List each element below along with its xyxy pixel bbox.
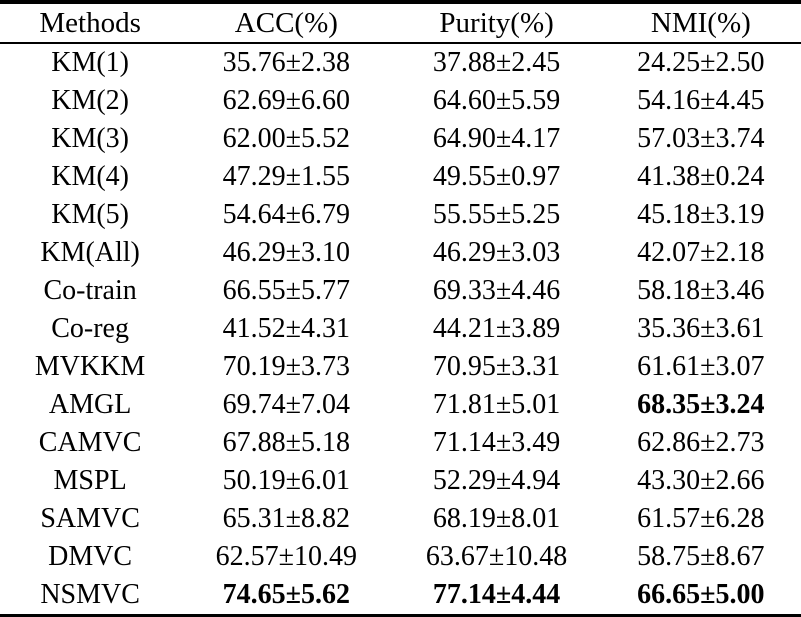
table-row: KM(2) 62.69±6.60 64.60±5.59 54.16±4.45 (0, 82, 801, 120)
nmi-cell: 66.65±5.00 (637, 579, 765, 610)
nmi-cell: 68.35±3.24 (637, 389, 765, 420)
acc-cell: 50.19±6.01 (222, 465, 351, 496)
nmi-cell: 42.07±2.18 (637, 237, 765, 268)
table-body: KM(1) 35.76±2.38 37.88±2.45 24.25±2.50 K… (0, 43, 801, 616)
method-cell: KM(5) (51, 199, 129, 230)
table-row: KM(3) 62.00±5.52 64.90±4.17 57.03±3.74 (0, 120, 801, 158)
header-row: Methods ACC(%) Purity(%) NMI(%) (0, 2, 801, 43)
nmi-cell: 61.61±3.07 (637, 351, 765, 382)
acc-cell: 54.64±6.79 (222, 199, 351, 230)
table-row: Co-reg 41.52±4.31 44.21±3.89 35.36±3.61 (0, 310, 801, 348)
table-row: AMGL 69.74±7.04 71.81±5.01 68.35±3.24 (0, 386, 801, 424)
purity-cell: 52.29±4.94 (432, 465, 561, 496)
acc-cell: 74.65±5.62 (222, 579, 351, 610)
purity-cell: 64.90±4.17 (432, 123, 561, 154)
col-header-acc: ACC(%) (234, 6, 338, 39)
method-cell: MVKKM (34, 351, 146, 382)
table-row: KM(All) 46.29±3.10 46.29±3.03 42.07±2.18 (0, 234, 801, 272)
nmi-cell: 54.16±4.45 (637, 85, 765, 116)
purity-cell: 70.95±3.31 (432, 351, 561, 382)
purity-cell: 71.81±5.01 (432, 389, 561, 420)
purity-cell: 55.55±5.25 (432, 199, 561, 230)
nmi-cell: 24.25±2.50 (637, 47, 765, 78)
table-row: Co-train 66.55±5.77 69.33±4.46 58.18±3.4… (0, 272, 801, 310)
table-row: DMVC 62.57±10.49 63.67±10.48 58.75±8.67 (0, 538, 801, 576)
table-row: CAMVC 67.88±5.18 71.14±3.49 62.86±2.73 (0, 424, 801, 462)
purity-cell: 49.55±0.97 (432, 161, 561, 192)
nmi-cell: 58.18±3.46 (637, 275, 765, 306)
method-cell: MSPL (53, 465, 127, 496)
purity-cell: 77.14±4.44 (432, 579, 561, 610)
purity-cell: 69.33±4.46 (432, 275, 561, 306)
acc-cell: 62.00±5.52 (222, 123, 351, 154)
acc-cell: 47.29±1.55 (222, 161, 351, 192)
table-row: SAMVC 65.31±8.82 68.19±8.01 61.57±6.28 (0, 500, 801, 538)
method-cell: KM(1) (51, 47, 129, 78)
method-cell: Co-train (43, 275, 137, 306)
purity-cell: 68.19±8.01 (432, 503, 561, 534)
table-row: KM(4) 47.29±1.55 49.55±0.97 41.38±0.24 (0, 158, 801, 196)
acc-cell: 62.69±6.60 (222, 85, 351, 116)
nmi-cell: 62.86±2.73 (637, 427, 765, 458)
acc-cell: 65.31±8.82 (222, 503, 351, 534)
table-row: MVKKM 70.19±3.73 70.95±3.31 61.61±3.07 (0, 348, 801, 386)
table-row: KM(1) 35.76±2.38 37.88±2.45 24.25±2.50 (0, 43, 801, 82)
purity-cell: 44.21±3.89 (432, 313, 561, 344)
method-cell: NSMVC (40, 579, 140, 610)
acc-cell: 67.88±5.18 (222, 427, 351, 458)
acc-cell: 66.55±5.77 (222, 275, 351, 306)
method-cell: SAMVC (40, 503, 140, 534)
nmi-cell: 61.57±6.28 (637, 503, 765, 534)
method-cell: KM(4) (51, 161, 129, 192)
method-cell: AMGL (48, 389, 132, 420)
purity-cell: 71.14±3.49 (432, 427, 561, 458)
purity-cell: 37.88±2.45 (432, 47, 561, 78)
nmi-cell: 43.30±2.66 (637, 465, 765, 496)
nmi-cell: 41.38±0.24 (637, 161, 765, 192)
acc-cell: 70.19±3.73 (222, 351, 351, 382)
acc-cell: 69.74±7.04 (222, 389, 351, 420)
nmi-cell: 57.03±3.74 (637, 123, 765, 154)
method-cell: KM(All) (40, 237, 140, 268)
purity-cell: 64.60±5.59 (432, 85, 561, 116)
col-header-methods: Methods (39, 6, 141, 39)
purity-cell: 63.67±10.48 (425, 541, 568, 572)
method-cell: KM(3) (51, 123, 129, 154)
method-cell: KM(2) (51, 85, 129, 116)
method-cell: DMVC (48, 541, 133, 572)
acc-cell: 62.57±10.49 (215, 541, 358, 572)
acc-cell: 46.29±3.10 (222, 237, 351, 268)
table-row: KM(5) 54.64±6.79 55.55±5.25 45.18±3.19 (0, 196, 801, 234)
table-row: MSPL 50.19±6.01 52.29±4.94 43.30±2.66 (0, 462, 801, 500)
nmi-cell: 45.18±3.19 (637, 199, 765, 230)
method-cell: CAMVC (38, 427, 142, 458)
nmi-cell: 58.75±8.67 (637, 541, 765, 572)
acc-cell: 35.76±2.38 (222, 47, 351, 78)
table-row: NSMVC 74.65±5.62 77.14±4.44 66.65±5.00 (0, 576, 801, 616)
method-cell: Co-reg (51, 313, 129, 344)
purity-cell: 46.29±3.03 (432, 237, 561, 268)
col-header-nmi: NMI(%) (650, 6, 751, 39)
col-header-purity: Purity(%) (439, 6, 554, 39)
nmi-cell: 35.36±3.61 (637, 313, 765, 344)
acc-cell: 41.52±4.31 (222, 313, 351, 344)
